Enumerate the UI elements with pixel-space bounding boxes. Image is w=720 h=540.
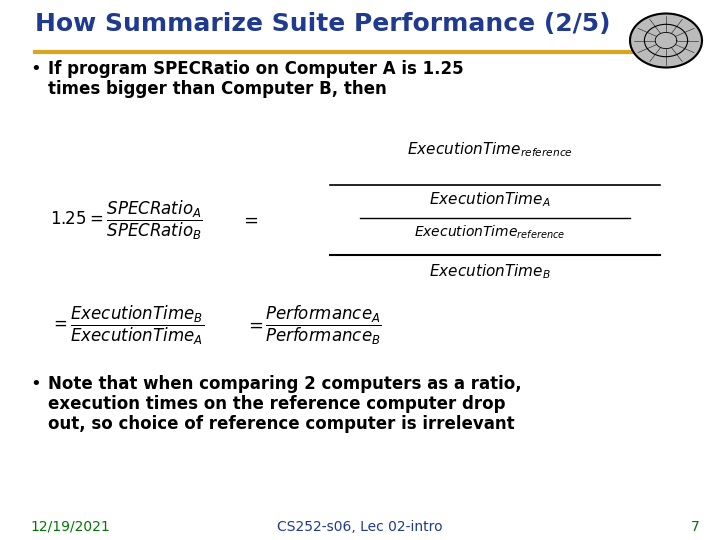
Text: $\mathit{ExecutionTime}_{B}$: $\mathit{ExecutionTime}_{B}$	[429, 262, 551, 281]
Text: out, so choice of reference computer is irrelevant: out, so choice of reference computer is …	[48, 415, 515, 433]
Text: If program SPECRatio on Computer A is 1.25: If program SPECRatio on Computer A is 1.…	[48, 60, 464, 78]
Text: $\dfrac{\mathit{Performance}_{A}}{\mathit{Performance}_{B}}$: $\dfrac{\mathit{Performance}_{A}}{\mathi…	[265, 303, 382, 347]
Text: $\mathit{ExecutionTime}_{\mathit{reference}}$: $\mathit{ExecutionTime}_{\mathit{referen…	[407, 140, 573, 159]
Text: •: •	[30, 375, 41, 393]
Text: $=$: $=$	[245, 316, 264, 334]
Text: $= \dfrac{\mathit{ExecutionTime}_{B}}{\mathit{ExecutionTime}_{A}}$: $= \dfrac{\mathit{ExecutionTime}_{B}}{\m…	[50, 303, 204, 347]
Polygon shape	[630, 14, 702, 68]
Text: $\mathit{ExecutionTime}_{A}$: $\mathit{ExecutionTime}_{A}$	[429, 191, 551, 210]
Text: Note that when comparing 2 computers as a ratio,: Note that when comparing 2 computers as …	[48, 375, 521, 393]
Text: times bigger than Computer B, then: times bigger than Computer B, then	[48, 80, 387, 98]
Text: $\mathit{ExecutionTime}_{\mathit{reference}}$: $\mathit{ExecutionTime}_{\mathit{referen…	[414, 224, 566, 241]
Text: $1.25 = \dfrac{\mathit{SPECRatio}_{A}}{\mathit{SPECRatio}_{B}}$: $1.25 = \dfrac{\mathit{SPECRatio}_{A}}{\…	[50, 198, 203, 241]
Text: 7: 7	[691, 520, 700, 534]
Text: CS252-s06, Lec 02-intro: CS252-s06, Lec 02-intro	[277, 520, 443, 534]
Text: $=$: $=$	[240, 211, 258, 229]
Text: •: •	[30, 60, 41, 78]
Text: 12/19/2021: 12/19/2021	[30, 520, 109, 534]
Text: execution times on the reference computer drop: execution times on the reference compute…	[48, 395, 505, 413]
Text: How Summarize Suite Performance (2/5): How Summarize Suite Performance (2/5)	[35, 12, 611, 36]
